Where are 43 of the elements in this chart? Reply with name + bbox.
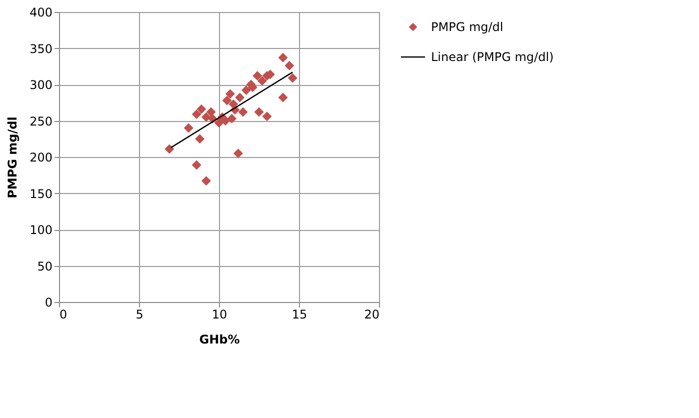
point: [254, 107, 264, 117]
point: [262, 112, 272, 122]
point: [206, 107, 216, 117]
point: [252, 71, 262, 81]
point: [278, 52, 288, 62]
point: [196, 104, 206, 114]
y-tick-label: 100: [30, 223, 52, 237]
y-axis-title: PMPG mg/dl: [6, 116, 20, 198]
x-axis-title: GHb%: [199, 332, 240, 346]
point: [288, 73, 298, 83]
point: [201, 176, 211, 186]
point: [225, 89, 235, 99]
x-tick-label: 15: [292, 308, 308, 322]
x-tick-label: 20: [364, 308, 380, 322]
point: [241, 86, 251, 96]
point: [214, 118, 224, 128]
point: [257, 76, 267, 86]
point: [195, 134, 205, 144]
legend-label: Linear (PMPG mg/dl): [431, 50, 554, 64]
point: [192, 109, 202, 119]
x-tick-label: 5: [136, 308, 144, 322]
y-tick-label: 200: [30, 150, 52, 164]
y-tick-label: 300: [30, 78, 52, 92]
y-tick-label: 350: [30, 42, 52, 56]
point: [278, 92, 288, 102]
point: [284, 60, 294, 70]
y-tick-label: 150: [30, 186, 52, 201]
point: [235, 92, 245, 102]
legend-label: PMPG mg/dl: [431, 20, 504, 34]
y-tick-label: 400: [30, 6, 52, 20]
point: [238, 107, 248, 117]
point: [233, 148, 243, 158]
x-tick-label: 0: [60, 308, 68, 322]
point: [192, 160, 202, 170]
point: [227, 114, 237, 124]
y-tick-label: 50: [37, 259, 52, 274]
point: [222, 96, 232, 106]
y-tick-label: 0: [44, 296, 52, 310]
point: [164, 144, 174, 154]
y-tick-label: 250: [30, 114, 52, 128]
point: [201, 112, 211, 122]
x-tick-label: 10: [212, 308, 228, 322]
point: [184, 123, 194, 133]
